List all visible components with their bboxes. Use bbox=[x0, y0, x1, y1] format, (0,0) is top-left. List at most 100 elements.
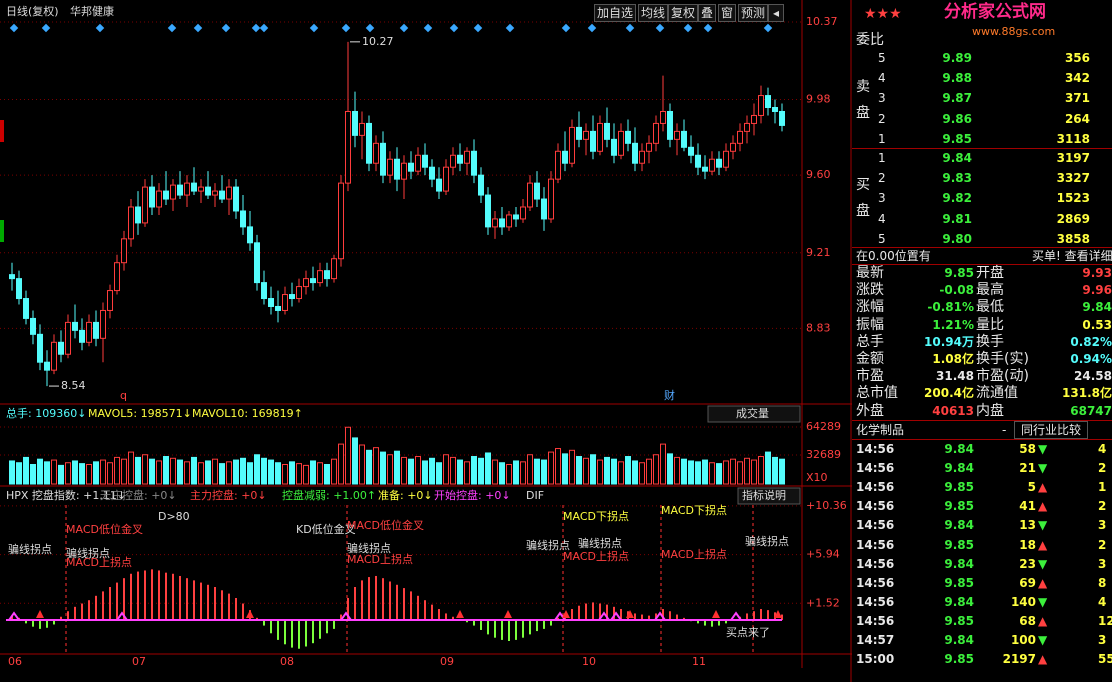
volume-bar bbox=[702, 459, 708, 485]
divider bbox=[852, 148, 1112, 149]
volume: 3327 bbox=[1056, 171, 1090, 186]
indicator-legend: DIF bbox=[526, 489, 544, 502]
event-marker bbox=[625, 23, 635, 33]
volume-bar bbox=[492, 459, 498, 485]
trade-price: 9.85 bbox=[944, 499, 974, 514]
candle-body bbox=[541, 198, 547, 220]
button-box[interactable] bbox=[737, 487, 801, 505]
candle-body bbox=[576, 126, 582, 140]
event-marker bbox=[655, 23, 665, 33]
trade-arrow: ▼ bbox=[1038, 594, 1048, 609]
quote-value: 40613 bbox=[932, 403, 974, 418]
trade-arrow: ▲ bbox=[1038, 575, 1048, 590]
event-marker bbox=[193, 23, 203, 33]
trade-price: 9.85 bbox=[944, 480, 974, 495]
trade-time: 15:00 bbox=[856, 652, 895, 667]
price: 9.87 bbox=[942, 91, 972, 106]
industry-sep[interactable]: - bbox=[1002, 423, 1007, 437]
quote-label: 市盈 bbox=[856, 368, 884, 385]
industry-compare[interactable]: 同行业比较 bbox=[1014, 421, 1089, 439]
x-tick-label: 06 bbox=[8, 655, 22, 668]
quote-panel: ★★★ 分析家公式网 www.88gs.com 委比 卖盘 买盘 在0.00位置… bbox=[852, 0, 1112, 682]
candle-body bbox=[380, 142, 386, 176]
quote-value: 0.82% bbox=[1070, 334, 1112, 349]
candle-body bbox=[730, 142, 736, 152]
candle-body bbox=[492, 218, 498, 228]
candle-body bbox=[44, 361, 50, 371]
candle-body bbox=[177, 184, 183, 196]
level: 3 bbox=[878, 91, 886, 106]
trade-arrow: ▼ bbox=[1038, 556, 1048, 571]
trade-count: 8 bbox=[1098, 575, 1107, 590]
toolbar-button[interactable]: 均线 bbox=[638, 4, 669, 22]
event-marker bbox=[9, 23, 19, 33]
volume: 1523 bbox=[1056, 191, 1090, 206]
event-marker bbox=[167, 23, 177, 33]
selector-box[interactable] bbox=[707, 405, 801, 423]
volume-bar bbox=[128, 451, 134, 485]
quote-value: 24.58 bbox=[1074, 369, 1112, 384]
chart-area: 日线(复权) 华邦健康 10.37 9.98 9.60 9.21 8.83 10.27 8.… bbox=[0, 0, 852, 682]
price: 9.88 bbox=[942, 71, 972, 86]
candle-body bbox=[107, 290, 113, 311]
trade-count: 1 bbox=[1098, 480, 1107, 495]
toolbar-button[interactable]: 窗 bbox=[718, 4, 737, 22]
volume-bar bbox=[625, 456, 631, 485]
candle-body bbox=[191, 182, 197, 192]
toolbar-button[interactable]: 叠 bbox=[698, 4, 717, 22]
indicator-annotation: KD低位金叉 bbox=[296, 522, 356, 536]
volume-bar bbox=[576, 456, 582, 485]
volume: 2869 bbox=[1056, 211, 1090, 226]
event-marker bbox=[341, 23, 351, 33]
side-mark bbox=[0, 220, 4, 242]
quote-value: 1.21% bbox=[932, 317, 974, 332]
quote-value: -0.81% bbox=[927, 300, 974, 315]
x-tick-label: 09 bbox=[440, 655, 454, 668]
quote-value: 0.53 bbox=[1082, 317, 1112, 332]
event-marker bbox=[587, 23, 597, 33]
volume-bar bbox=[156, 460, 162, 485]
trade-volume: 41 bbox=[1019, 499, 1036, 514]
toolbar-button[interactable]: ◂ bbox=[768, 4, 785, 22]
volume-bar bbox=[359, 444, 365, 485]
pink-marker bbox=[598, 611, 610, 621]
trade-count: 3 bbox=[1098, 556, 1107, 571]
toolbar-button[interactable]: 预测 bbox=[738, 4, 769, 22]
candle-body bbox=[702, 166, 708, 172]
price: 9.89 bbox=[942, 51, 972, 65]
detail-link[interactable]: 买单! 查看详细 bbox=[1032, 249, 1112, 263]
candle-body bbox=[751, 114, 757, 124]
candle-body bbox=[268, 298, 274, 307]
volume-bar bbox=[170, 457, 176, 485]
toolbar-button[interactable]: 复权 bbox=[668, 4, 699, 22]
toolbar-button[interactable]: 加自选 bbox=[594, 4, 637, 22]
candle-body bbox=[401, 162, 407, 180]
logo-url: www.88gs.com bbox=[972, 25, 1056, 38]
price: 9.81 bbox=[942, 211, 972, 226]
candle-body bbox=[135, 206, 141, 224]
trade-arrow: ▲ bbox=[1038, 652, 1048, 667]
info-marker: 财 bbox=[664, 388, 675, 402]
volume-bar bbox=[184, 461, 190, 485]
quote-value: 9.85 bbox=[944, 266, 974, 280]
trade-time: 14:57 bbox=[856, 633, 895, 647]
volume-bar bbox=[16, 462, 22, 485]
x-tick-label: 07 bbox=[132, 655, 146, 668]
candle-body bbox=[233, 186, 239, 212]
indicator-legend: 准备: +0↓ bbox=[378, 488, 433, 502]
volume-bar bbox=[660, 443, 666, 485]
volume-bar bbox=[289, 461, 295, 485]
volume-bar bbox=[646, 458, 652, 485]
quote-value: 10.94万 bbox=[924, 334, 974, 349]
candle-body bbox=[296, 286, 302, 300]
candle-body bbox=[520, 206, 526, 220]
indicator-annotation: MACD低位金叉 bbox=[347, 518, 424, 532]
candle-body bbox=[450, 154, 456, 168]
indicator-annotation: MACD上拐点 bbox=[347, 552, 413, 566]
quote-value: 0.94% bbox=[1070, 352, 1112, 366]
candle-body bbox=[282, 294, 288, 311]
quote-label: 最低 bbox=[976, 299, 1004, 316]
volume-bar bbox=[254, 454, 260, 485]
candle-body bbox=[30, 317, 36, 335]
